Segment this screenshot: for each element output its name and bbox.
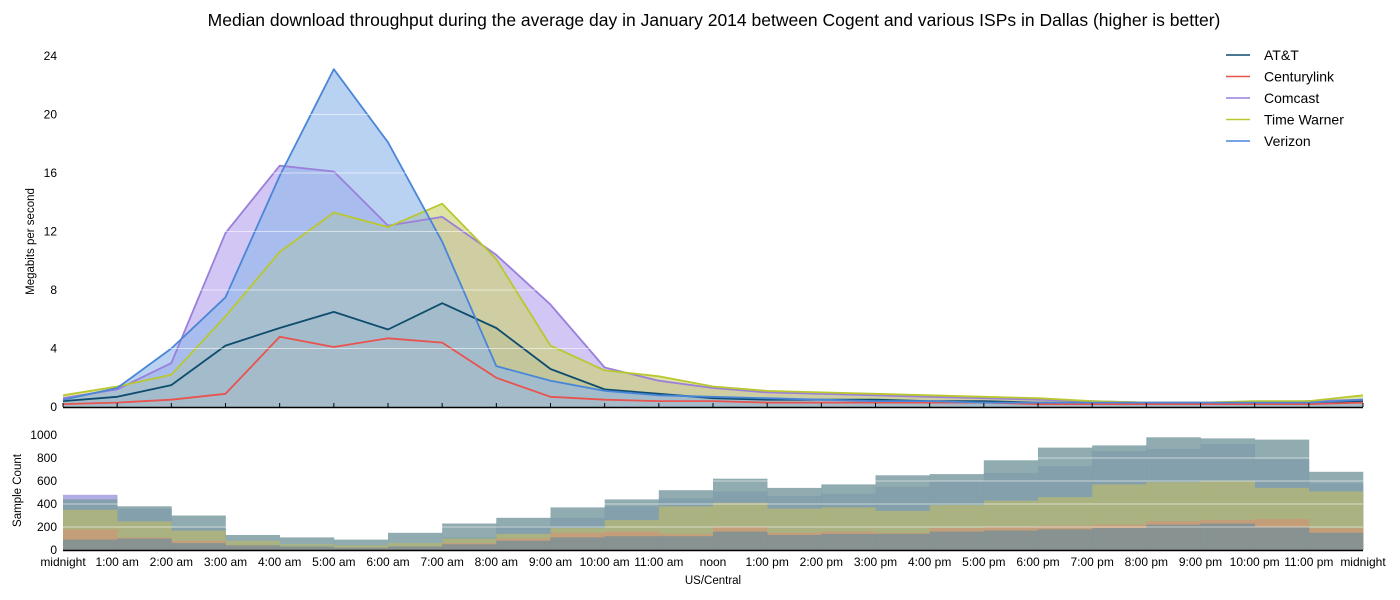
x-axis-label: US/Central: [685, 575, 741, 587]
x-tick-label: 2:00 pm: [800, 555, 843, 569]
x-tick-label: noon: [700, 555, 727, 569]
bar-at-t: [1254, 527, 1310, 550]
bar-at-t: [875, 533, 930, 550]
x-tick-label: 9:00 am: [529, 555, 572, 569]
bar-at-t: [117, 538, 172, 550]
bar-at-t: [388, 546, 443, 550]
x-tick-label: 2:00 am: [150, 555, 193, 569]
legend-label: Verizon: [1264, 133, 1311, 149]
bar-at-t: [63, 539, 118, 550]
x-tick-label: 6:00 am: [366, 555, 409, 569]
series-line-verizon: [62, 68, 1364, 404]
x-tick-label: 6:00 pm: [1016, 555, 1059, 569]
bar-verizon: [333, 539, 389, 550]
x-tick-label: 1:00 pm: [745, 555, 788, 569]
x-tick-label: 7:00 pm: [1070, 555, 1113, 569]
x-tick-label: 10:00 pm: [1230, 555, 1280, 569]
top-y-tick-label: 20: [44, 108, 58, 122]
legend-label: Centurylink: [1264, 69, 1335, 85]
x-tick-label: 4:00 am: [258, 555, 301, 569]
bar-at-t: [929, 531, 985, 550]
x-tick-label: 7:00 am: [420, 555, 463, 569]
bar-at-t: [983, 530, 1039, 550]
bar-at-t: [279, 546, 335, 550]
x-tick-label: 8:00 pm: [1125, 555, 1168, 569]
bar-at-t: [225, 545, 280, 550]
x-tick-label: 3:00 pm: [854, 555, 897, 569]
top-y-tick-label: 4: [50, 342, 57, 356]
bar-at-t: [1308, 532, 1364, 551]
x-tick-label: 11:00 am: [634, 555, 683, 569]
bottom-y-tick-label: 200: [37, 520, 57, 534]
bottom-y-tick-label: 0: [50, 543, 57, 557]
bar-at-t: [658, 536, 714, 550]
x-tick-label: 4:00 pm: [908, 555, 951, 569]
series-area-verizon: [63, 69, 1363, 407]
legend-label: Comcast: [1264, 90, 1319, 106]
x-tick-label: 5:00 am: [312, 555, 355, 569]
bar-at-t: [1200, 523, 1255, 550]
bottom-y-tick-label: 1000: [30, 428, 57, 442]
bottom-y-tick-label: 800: [37, 451, 57, 465]
x-tick-label: midnight: [40, 555, 86, 569]
bar-at-t: [333, 547, 389, 550]
x-tick-label: 3:00 am: [204, 555, 247, 569]
bar-at-t: [767, 535, 822, 550]
legend-label: AT&T: [1264, 47, 1299, 63]
x-tick-label: 11:00 pm: [1284, 555, 1333, 569]
bottom-y-tick-label: 400: [37, 497, 57, 511]
top-y-tick-label: 0: [50, 400, 57, 414]
x-tick-label: 9:00 pm: [1179, 555, 1222, 569]
bottom-y-axis-label: Sample Count: [12, 453, 24, 527]
bottom-y-tick-label: 600: [37, 474, 57, 488]
bar-at-t: [442, 544, 497, 551]
top-y-tick-label: 8: [50, 283, 57, 297]
bar-at-t: [713, 531, 768, 550]
x-tick-label: 8:00 am: [475, 555, 518, 569]
x-tick-label: 10:00 am: [580, 555, 630, 569]
bar-at-t: [550, 537, 605, 550]
bar-at-t: [1038, 529, 1093, 550]
chart-title: Median download throughput during the av…: [208, 10, 1221, 30]
bar-at-t: [821, 533, 876, 550]
x-tick-label: 5:00 pm: [962, 555, 1005, 569]
bar-at-t: [496, 540, 551, 550]
bar-at-t: [604, 536, 660, 550]
bar-at-t: [1092, 528, 1147, 550]
x-tick-label: 1:00 am: [95, 555, 138, 569]
top-y-tick-label: 12: [44, 225, 58, 239]
top-y-tick-label: 24: [44, 49, 58, 63]
legend-label: Time Warner: [1264, 112, 1344, 128]
top-y-axis-label: Megabits per second: [25, 188, 37, 295]
bar-at-t: [1146, 524, 1201, 550]
top-y-tick-label: 16: [44, 166, 58, 180]
bar-at-t: [171, 543, 226, 550]
x-tick-label: midnight: [1340, 555, 1386, 569]
